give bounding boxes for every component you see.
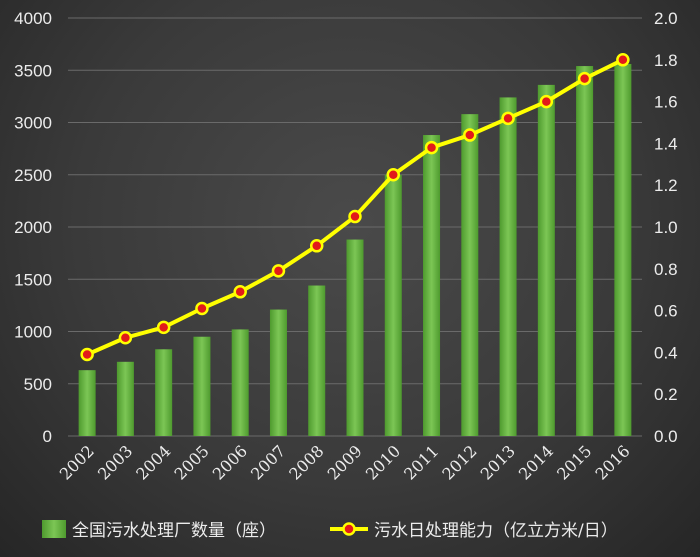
y-left-tick-label: 3000: [14, 114, 52, 133]
bar-2011: [423, 135, 441, 437]
y-right-tick-label: 0.8: [654, 260, 678, 279]
x-tick-label: 2013: [477, 441, 519, 483]
y-left-tick-label: 2500: [14, 166, 52, 185]
x-axis: 2002200320042005200620072008200920102011…: [56, 441, 634, 483]
y-axis-right: 0.0 0.2 0.4 0.6 0.8 1.0 1.2 1.4 1.6 1.8 2.0: [654, 9, 678, 446]
y-left-tick-label: 1000: [14, 323, 52, 342]
legend-bar-label: 全国污水处理厂数量（座）: [72, 521, 276, 541]
line-series: [80, 53, 630, 362]
y-right-tick-label: 1.6: [654, 93, 678, 112]
legend: 全国污水处理厂数量（座） 污水日处理能力（亿立方米/日）: [42, 520, 618, 541]
x-tick-label: 2010: [362, 441, 404, 483]
y-left-tick-label: 2000: [14, 218, 52, 237]
capacity-point-2012: [463, 128, 477, 142]
bar-series: [78, 63, 632, 437]
y-left-tick-label: 3500: [14, 61, 52, 80]
bar-2016: [614, 63, 632, 436]
capacity-point-2004: [156, 320, 171, 335]
x-tick-label: 2011: [400, 441, 442, 483]
y-right-tick-label: 1.2: [654, 176, 678, 195]
bar-2009: [346, 239, 364, 436]
capacity-point-2009: [348, 209, 362, 224]
capacity-point-2015: [577, 71, 592, 86]
y-right-tick-label: 0.6: [654, 302, 678, 321]
bar-2005: [193, 336, 211, 436]
capacity-point-2011: [424, 140, 439, 155]
capacity-point-2002: [80, 347, 94, 362]
y-right-tick-label: 1.0: [654, 218, 678, 237]
y-right-tick-label: 0.4: [654, 343, 678, 362]
x-tick-label: 2014: [515, 441, 557, 483]
legend-bar-swatch: [42, 520, 66, 538]
bar-2007: [269, 309, 287, 436]
bar-2003: [116, 361, 134, 436]
capacity-point-2006: [233, 285, 247, 299]
capacity-point-2005: [195, 301, 209, 316]
capacity-point-2007: [271, 264, 286, 278]
bar-2004: [155, 349, 173, 436]
x-tick-label: 2007: [247, 441, 289, 483]
y-left-tick-label: 500: [24, 375, 52, 394]
bar-2015: [576, 66, 594, 436]
x-tick-label: 2005: [171, 441, 213, 483]
y-right-tick-label: 2.0: [654, 9, 678, 28]
bar-2014: [537, 84, 555, 436]
legend-line-label: 污水日处理能力（亿立方米/日）: [374, 521, 618, 541]
bar-2012: [461, 114, 479, 436]
capacity-point-2008: [309, 239, 324, 253]
x-tick-label: 2008: [285, 441, 327, 483]
bar-2006: [231, 329, 249, 436]
legend-line-marker: [342, 522, 356, 536]
x-tick-label: 2002: [56, 441, 98, 483]
capacity-point-2010: [386, 168, 401, 182]
x-tick-label: 2009: [324, 441, 366, 483]
bar-2002: [78, 370, 96, 436]
x-tick-label: 2015: [553, 441, 595, 483]
x-tick-label: 2003: [94, 441, 136, 483]
y-right-tick-label: 0.2: [654, 385, 678, 404]
y-left-tick-label: 0: [43, 427, 52, 446]
y-left-tick-label: 4000: [14, 9, 52, 28]
y-right-tick-label: 1.8: [654, 51, 678, 70]
x-tick-label: 2006: [209, 441, 251, 483]
capacity-point-2013: [501, 111, 515, 126]
x-tick-label: 2016: [591, 441, 633, 483]
x-tick-label: 2012: [438, 441, 480, 483]
bar-2013: [499, 97, 517, 437]
x-tick-label: 2004: [132, 441, 174, 483]
bar-2008: [308, 285, 326, 436]
y-right-tick-label: 1.4: [654, 134, 678, 153]
y-axis-left: 0 500 1000 1500 2000 2500 3000 3500 4000: [14, 9, 52, 446]
capacity-point-2016: [616, 53, 630, 67]
capacity-point-2003: [118, 331, 133, 345]
y-left-tick-label: 1500: [14, 270, 52, 289]
capacity-point-2014: [539, 94, 554, 109]
y-right-tick-label: 0.0: [654, 427, 678, 446]
bar-2010: [384, 174, 402, 436]
